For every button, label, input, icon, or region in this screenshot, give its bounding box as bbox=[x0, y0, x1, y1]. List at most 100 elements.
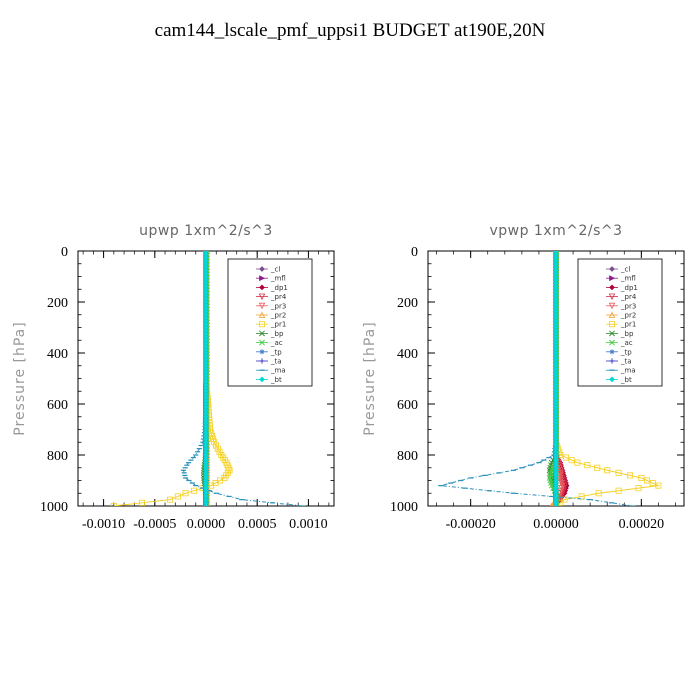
x-tick-label: -0.00020 bbox=[446, 517, 496, 532]
y-tick-label: 0 bbox=[61, 245, 68, 260]
legend-label: _mfl bbox=[270, 275, 286, 283]
legend-label: _mfl bbox=[620, 275, 636, 283]
legend-marker bbox=[259, 349, 265, 355]
legend-marker bbox=[259, 284, 265, 291]
data-point bbox=[216, 448, 223, 455]
legend-label: _bt bbox=[620, 376, 632, 384]
data-point bbox=[615, 487, 622, 494]
data-point bbox=[174, 493, 181, 500]
legend-label: _ma bbox=[270, 367, 286, 375]
x-tick-label: -0.0005 bbox=[133, 517, 176, 532]
legend-marker bbox=[258, 293, 266, 301]
legend-box bbox=[227, 258, 313, 387]
legend-marker bbox=[259, 339, 265, 346]
legend-marker bbox=[258, 302, 266, 310]
legend-label: _pr4 bbox=[620, 293, 637, 301]
series-group bbox=[110, 251, 306, 506]
figure-title: cam144_lscale_pmf_uppsi1 BUDGET at190E,2… bbox=[154, 20, 546, 41]
data-point bbox=[638, 474, 645, 481]
legend-label: _pr4 bbox=[270, 293, 287, 301]
legend-label: _pr2 bbox=[270, 312, 286, 320]
x-tick-label: 0.0005 bbox=[238, 517, 277, 532]
data-point bbox=[191, 487, 198, 494]
data-point bbox=[209, 432, 216, 439]
series-line-pr1 bbox=[113, 251, 231, 506]
legend-label: _pr1 bbox=[620, 321, 636, 329]
data-point bbox=[212, 442, 219, 449]
legend-label: _ac bbox=[620, 339, 633, 347]
data-point bbox=[214, 445, 221, 452]
y-tick-label: 0 bbox=[411, 245, 418, 260]
legend-marker bbox=[259, 358, 265, 364]
legend-label: _ac bbox=[270, 339, 283, 347]
data-point bbox=[210, 436, 217, 443]
legend-label: _ta bbox=[620, 358, 632, 366]
y-tick-label: 400 bbox=[397, 347, 418, 362]
legend-marker bbox=[608, 293, 616, 301]
legend-label: _tp bbox=[270, 348, 282, 356]
series-markers-bt bbox=[203, 251, 209, 506]
legend-marker bbox=[609, 284, 615, 291]
x-tick-label: 0.00000 bbox=[533, 517, 579, 532]
data-point bbox=[595, 490, 602, 497]
legend-marker bbox=[258, 311, 266, 318]
data-point bbox=[594, 464, 601, 471]
panel-title: vpwp 1xm^2/s^3 bbox=[489, 223, 622, 239]
y-axis-label: Pressure [hPa] bbox=[12, 321, 28, 435]
data-point bbox=[604, 467, 611, 474]
data-point bbox=[644, 477, 651, 484]
panel-upwp: upwp 1xm^2/s^3 Pressure [hPa] 0 200 400 600 80… bbox=[12, 223, 335, 532]
legend-marker bbox=[258, 321, 265, 328]
y-tick-label: 800 bbox=[47, 449, 68, 464]
y-tick-label: 800 bbox=[397, 449, 418, 464]
y-tick-label: 400 bbox=[47, 347, 68, 362]
y-tick-label: 600 bbox=[397, 398, 418, 413]
data-point bbox=[553, 503, 559, 506]
legend-marker bbox=[609, 321, 616, 328]
legend-marker bbox=[608, 311, 616, 318]
data-point bbox=[578, 493, 585, 500]
legend-label: _cl bbox=[270, 266, 280, 274]
legend-label: _ta bbox=[270, 358, 282, 366]
data-point bbox=[574, 459, 581, 466]
data-point bbox=[561, 496, 568, 503]
series-markers-bt bbox=[553, 251, 559, 506]
legend-marker bbox=[259, 330, 265, 337]
legend-marker bbox=[608, 302, 616, 310]
legend-label: _pr3 bbox=[270, 302, 286, 310]
panel-vpwp: vpwp 1xm^2/s^3 Pressure [hPa] 0 200 400 600 80… bbox=[362, 223, 685, 532]
legend-label: _cl bbox=[620, 266, 630, 274]
series-group bbox=[438, 251, 662, 506]
legend: _cl_mfl_dp1_pr4_pr3_pr2_pr1_bp_ac_tp_ta_… bbox=[577, 258, 663, 387]
data-point bbox=[635, 485, 642, 492]
legend-label: _bt bbox=[270, 376, 282, 384]
legend-marker bbox=[609, 339, 615, 346]
legend-marker bbox=[259, 266, 265, 272]
data-point bbox=[110, 502, 117, 506]
data-point bbox=[182, 490, 189, 497]
legend-label: _ma bbox=[620, 367, 636, 375]
data-point bbox=[615, 469, 622, 476]
legend-box bbox=[577, 258, 663, 387]
y-axis-label: Pressure [hPa] bbox=[362, 321, 378, 435]
y-tick-label: 200 bbox=[47, 296, 68, 311]
legend-label: _dp1 bbox=[270, 284, 288, 292]
legend-label: _dp1 bbox=[620, 284, 638, 292]
data-point bbox=[167, 496, 174, 503]
x-tick-label: 0.0000 bbox=[187, 517, 226, 532]
data-point bbox=[568, 457, 575, 464]
legend-marker bbox=[609, 349, 615, 355]
x-tick-label: -0.0010 bbox=[82, 517, 125, 532]
data-point bbox=[203, 503, 209, 506]
legend-marker bbox=[609, 266, 615, 272]
y-tick-label: 600 bbox=[47, 398, 68, 413]
y-tick-label: 1000 bbox=[40, 500, 68, 515]
panel-title: upwp 1xm^2/s^3 bbox=[139, 223, 273, 239]
legend-label: _bp bbox=[620, 330, 634, 338]
legend-label: _bp bbox=[270, 330, 284, 338]
legend: _cl_mfl_dp1_pr4_pr3_pr2_pr1_bp_ac_tp_ta_… bbox=[227, 258, 313, 387]
legend-marker bbox=[259, 275, 266, 282]
data-point bbox=[584, 462, 591, 469]
legend-marker bbox=[609, 330, 615, 337]
